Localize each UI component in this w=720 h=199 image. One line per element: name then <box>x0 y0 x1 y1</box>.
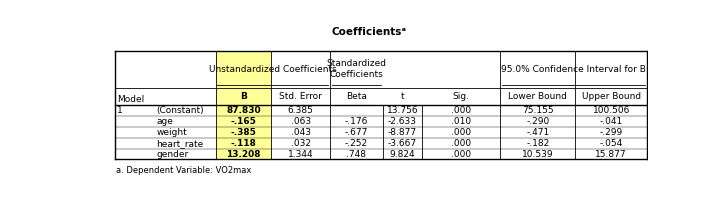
Text: gender: gender <box>156 150 189 159</box>
Text: .032: .032 <box>291 139 310 148</box>
Text: -.385: -.385 <box>230 128 256 137</box>
Text: Std. Error: Std. Error <box>279 92 322 101</box>
Text: -.054: -.054 <box>600 139 623 148</box>
Text: (Constant): (Constant) <box>156 106 204 115</box>
Text: Model: Model <box>117 95 145 103</box>
Text: .000: .000 <box>451 150 471 159</box>
Text: .063: .063 <box>291 117 311 126</box>
Text: a. Dependent Variable: VO2max: a. Dependent Variable: VO2max <box>116 166 251 175</box>
Text: .000: .000 <box>451 139 471 148</box>
Text: Upper Bound: Upper Bound <box>582 92 641 101</box>
Text: .000: .000 <box>451 106 471 115</box>
Text: 1: 1 <box>117 106 123 115</box>
Text: .010: .010 <box>451 117 471 126</box>
Text: 75.155: 75.155 <box>522 106 554 115</box>
Text: -.165: -.165 <box>230 117 256 126</box>
Text: Standardized
Coefficients: Standardized Coefficients <box>326 60 387 79</box>
Text: 87.830: 87.830 <box>226 106 261 115</box>
Text: .043: .043 <box>291 128 310 137</box>
Text: heart_rate: heart_rate <box>156 139 204 148</box>
Text: 9.824: 9.824 <box>390 150 415 159</box>
Text: 6.385: 6.385 <box>288 106 314 115</box>
Text: Coefficientsᵃ: Coefficientsᵃ <box>331 27 407 37</box>
Text: -.252: -.252 <box>345 139 368 148</box>
Text: .000: .000 <box>451 128 471 137</box>
Text: -.176: -.176 <box>345 117 368 126</box>
Bar <box>215 51 271 159</box>
Text: t: t <box>400 92 405 101</box>
Text: -8.877: -8.877 <box>388 128 417 137</box>
Text: -.299: -.299 <box>600 128 623 137</box>
Text: weight: weight <box>156 128 187 137</box>
Text: -.290: -.290 <box>526 117 549 126</box>
Text: -.677: -.677 <box>345 128 368 137</box>
Text: 13.756: 13.756 <box>387 106 418 115</box>
Text: Sig.: Sig. <box>453 92 469 101</box>
Text: 95.0% Confidence Interval for B: 95.0% Confidence Interval for B <box>501 65 646 74</box>
Text: age: age <box>156 117 174 126</box>
Text: -.118: -.118 <box>230 139 256 148</box>
Text: 10.539: 10.539 <box>522 150 554 159</box>
Text: 15.877: 15.877 <box>595 150 627 159</box>
Bar <box>115 51 647 159</box>
Text: -.041: -.041 <box>600 117 623 126</box>
Bar <box>215 51 271 159</box>
Text: B: B <box>240 92 247 101</box>
Text: -3.667: -3.667 <box>388 139 417 148</box>
Text: .748: .748 <box>346 150 366 159</box>
Text: Beta: Beta <box>346 92 367 101</box>
Text: 13.208: 13.208 <box>226 150 261 159</box>
Text: -.471: -.471 <box>526 128 549 137</box>
Text: 1.344: 1.344 <box>288 150 313 159</box>
Text: -.182: -.182 <box>526 139 549 148</box>
Text: 100.506: 100.506 <box>593 106 630 115</box>
Text: -2.633: -2.633 <box>388 117 417 126</box>
Text: Lower Bound: Lower Bound <box>508 92 567 101</box>
Text: Unstandardized Coefficients: Unstandardized Coefficients <box>209 65 337 74</box>
